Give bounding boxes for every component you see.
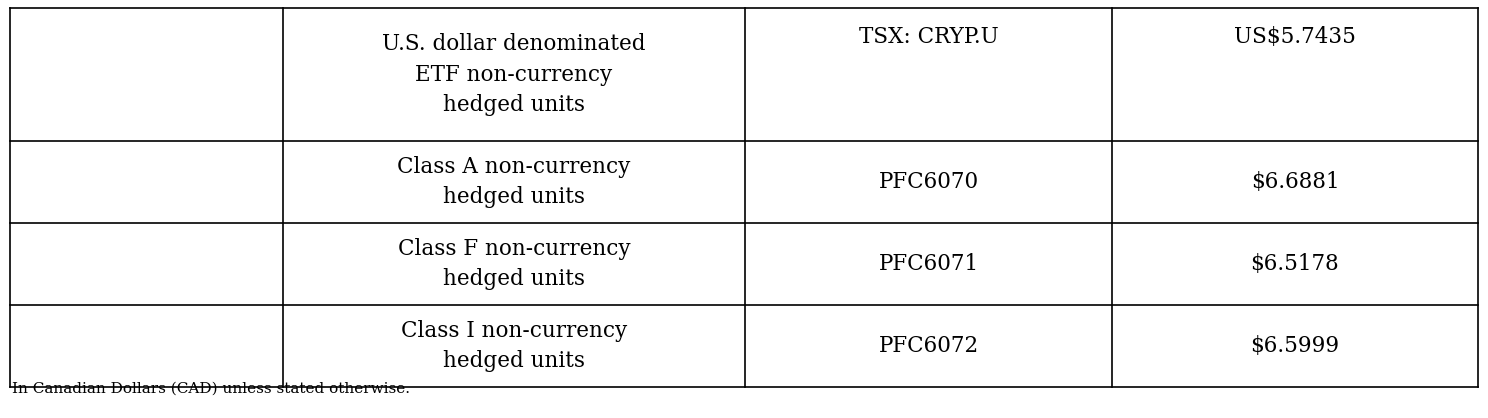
Text: $6.5999: $6.5999 bbox=[1250, 335, 1339, 357]
Text: TSX: CRYP.U: TSX: CRYP.U bbox=[859, 26, 998, 48]
Text: Class F non-currency
hedged units: Class F non-currency hedged units bbox=[397, 238, 631, 290]
Text: PFC6071: PFC6071 bbox=[878, 253, 979, 275]
Text: $6.5178: $6.5178 bbox=[1250, 253, 1339, 275]
Text: PFC6070: PFC6070 bbox=[878, 171, 979, 193]
Text: U.S. dollar denominated
ETF non-currency
hedged units: U.S. dollar denominated ETF non-currency… bbox=[382, 33, 646, 116]
Text: PFC6072: PFC6072 bbox=[878, 335, 979, 357]
Text: Class I non-currency
hedged units: Class I non-currency hedged units bbox=[400, 320, 626, 372]
Text: $6.6881: $6.6881 bbox=[1251, 171, 1339, 193]
Text: Class A non-currency
hedged units: Class A non-currency hedged units bbox=[397, 156, 631, 208]
Text: US$5.7435: US$5.7435 bbox=[1234, 26, 1356, 48]
Text: In Canadian Dollars (CAD) unless stated otherwise.: In Canadian Dollars (CAD) unless stated … bbox=[12, 382, 411, 396]
